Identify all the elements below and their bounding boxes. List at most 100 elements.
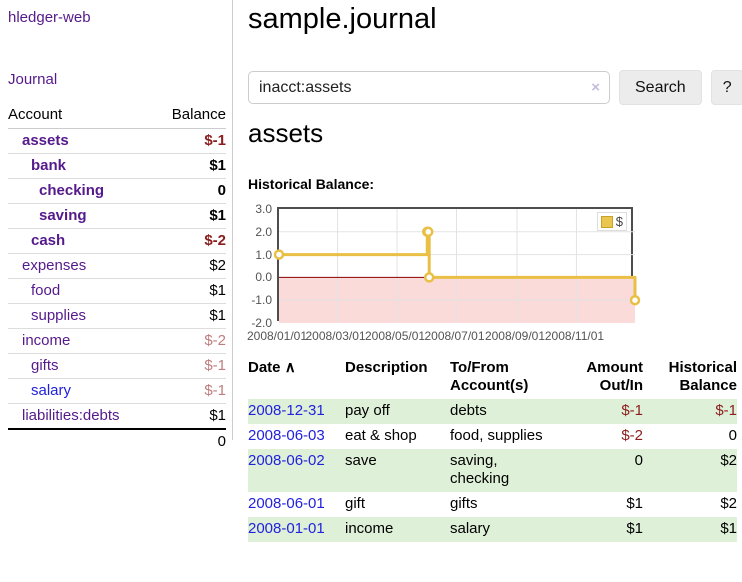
transaction-date-link[interactable]: 2008-06-01 (248, 495, 325, 512)
search-form: × Search ? (248, 70, 742, 105)
account-link-gifts[interactable]: gifts (31, 357, 59, 374)
x-axis-tick-label: 2008/11/01 (544, 329, 605, 343)
transaction-amount: $1 (626, 495, 643, 512)
account-column-header: Account (8, 102, 155, 129)
chart-plot-area: $ (273, 207, 641, 323)
transaction-description: income (345, 520, 394, 537)
account-row-food: food $1 (8, 278, 226, 304)
account-balance: $-1 (154, 378, 226, 404)
account-row-supplies: supplies $1 (8, 303, 226, 329)
transaction-date-link[interactable]: 2008-06-03 (248, 427, 325, 444)
account-balance: $-2 (154, 228, 226, 254)
transaction-amount: $-2 (621, 427, 643, 444)
y-axis-tick-label: 1.0 (255, 247, 272, 262)
account-row-cash: cash $-2 (8, 228, 226, 254)
transaction-row: 2008-12-31 pay off debts $-1 $-1 (248, 399, 737, 424)
search-input[interactable] (248, 71, 610, 104)
balance-column-header: Historical Balance (668, 359, 737, 394)
transaction-row: 2008-06-02 save saving, checking 0 $2 (248, 449, 737, 492)
search-button[interactable]: Search (619, 70, 702, 105)
y-axis-tick-label: -1.0 (251, 293, 272, 308)
help-button[interactable]: ? (710, 70, 742, 105)
main-content: sample.journal × Search ? assets Histori… (247, 0, 742, 582)
page-title: sample.journal (248, 3, 437, 35)
account-balance: $1 (154, 303, 226, 329)
register-header-row: Date ∧ Description To/From Account(s) Am… (248, 356, 737, 399)
account-link-expenses[interactable]: expenses (22, 257, 87, 274)
account-row-bank: bank $1 (8, 153, 226, 179)
transaction-date-link[interactable]: 2008-01-01 (248, 520, 325, 537)
account-link-assets[interactable]: assets (22, 132, 69, 149)
series-swatch-icon (600, 215, 613, 228)
transaction-row: 2008-01-01 income salary $1 $1 (248, 517, 737, 542)
x-axis-tick-label: 2008/09/01 (484, 329, 545, 343)
transaction-description: save (345, 452, 377, 469)
register-table: Date ∧ Description To/From Account(s) Am… (248, 356, 737, 542)
transaction-row: 2008-06-03 eat & shop food, supplies $-2… (248, 424, 737, 449)
accounts-balance-table: Account Balance assets $-1 bank $1 check… (8, 102, 226, 454)
accounts-total-row: 0 (8, 428, 226, 454)
chart-title: Historical Balance: (248, 176, 375, 192)
account-heading: assets (248, 118, 324, 148)
account-row-assets: assets $-1 (8, 128, 226, 154)
account-link-food[interactable]: food (31, 282, 61, 299)
account-row-salary: salary $-1 (8, 378, 226, 404)
account-link-checking[interactable]: checking (39, 182, 105, 199)
sidebar-item-journal[interactable]: Journal (8, 71, 58, 88)
chart-canvas (273, 209, 641, 323)
clear-search-icon[interactable]: × (591, 79, 600, 96)
transaction-balance: $1 (720, 520, 737, 537)
y-axis-tick-label: 3.0 (255, 202, 272, 216)
account-balance: $1 (154, 203, 226, 229)
app-title-link[interactable]: hledger-web (8, 9, 91, 26)
transaction-description: gift (345, 495, 366, 512)
historical-balance-chart: 3.0 2.0 1.0 0.0 -1.0 -2.0 $ 2008/01/01 2008/03… (247, 200, 737, 350)
account-balance: 0 (154, 178, 226, 204)
account-link-cash[interactable]: cash (31, 232, 66, 249)
account-link-liabilities-debts[interactable]: liabilities:debts (22, 407, 120, 424)
account-link-saving[interactable]: saving (39, 207, 87, 224)
account-row-income: income $-2 (8, 328, 226, 354)
transaction-accounts: saving, checking (450, 452, 510, 487)
transaction-description: eat & shop (345, 427, 417, 444)
series-label: $ (615, 214, 623, 229)
x-axis-tick-label: 2008/03/01 (305, 329, 366, 343)
sort-ascending-icon: ∧ (284, 359, 296, 376)
transaction-balance: $2 (720, 495, 737, 512)
chart-legend: $ (596, 212, 627, 231)
x-axis-tick-label: 2008/01/01 (246, 329, 308, 343)
sidebar: hledger-web Journal Account Balance asse… (0, 0, 233, 454)
transaction-date-link[interactable]: 2008-12-31 (248, 402, 325, 419)
account-link-bank[interactable]: bank (31, 157, 67, 174)
x-axis-tick-label: 2008/05/01 (364, 329, 426, 343)
transaction-balance: 0 (728, 427, 737, 444)
account-balance: $1 (154, 278, 226, 304)
transaction-amount: $1 (626, 520, 643, 537)
account-row-saving: saving $1 (8, 203, 226, 229)
transaction-balance: $2 (720, 452, 737, 469)
transaction-accounts: food, supplies (450, 427, 543, 444)
account-link-supplies[interactable]: supplies (31, 307, 87, 324)
account-balance: $2 (154, 253, 226, 279)
transaction-balance: $-1 (715, 402, 737, 419)
transaction-accounts: salary (450, 520, 491, 537)
amount-column-header: Amount Out/In (586, 359, 643, 394)
transaction-amount: $-1 (621, 402, 643, 419)
account-balance: $-1 (154, 128, 226, 154)
account-row-liabilities-debts: liabilities:debts $1 (8, 403, 226, 429)
y-axis-tick-label: 2.0 (255, 224, 272, 239)
accounts-total-value: 0 (154, 428, 226, 454)
account-balance: $-2 (154, 328, 226, 354)
account-row-expenses: expenses $2 (8, 253, 226, 279)
y-axis-tick-label: -2.0 (251, 316, 272, 330)
transaction-amount: 0 (634, 452, 643, 469)
transaction-accounts: debts (450, 402, 487, 419)
account-row-checking: checking 0 (8, 178, 226, 204)
balance-column-header: Balance (154, 102, 226, 129)
account-link-salary[interactable]: salary (31, 382, 72, 399)
transaction-row: 2008-06-01 gift gifts $1 $2 (248, 492, 737, 517)
transaction-date-link[interactable]: 2008-06-02 (248, 452, 325, 469)
account-link-income[interactable]: income (22, 332, 71, 349)
date-column-header[interactable]: Date ∧ (248, 356, 345, 399)
account-row-gifts: gifts $-1 (8, 353, 226, 379)
